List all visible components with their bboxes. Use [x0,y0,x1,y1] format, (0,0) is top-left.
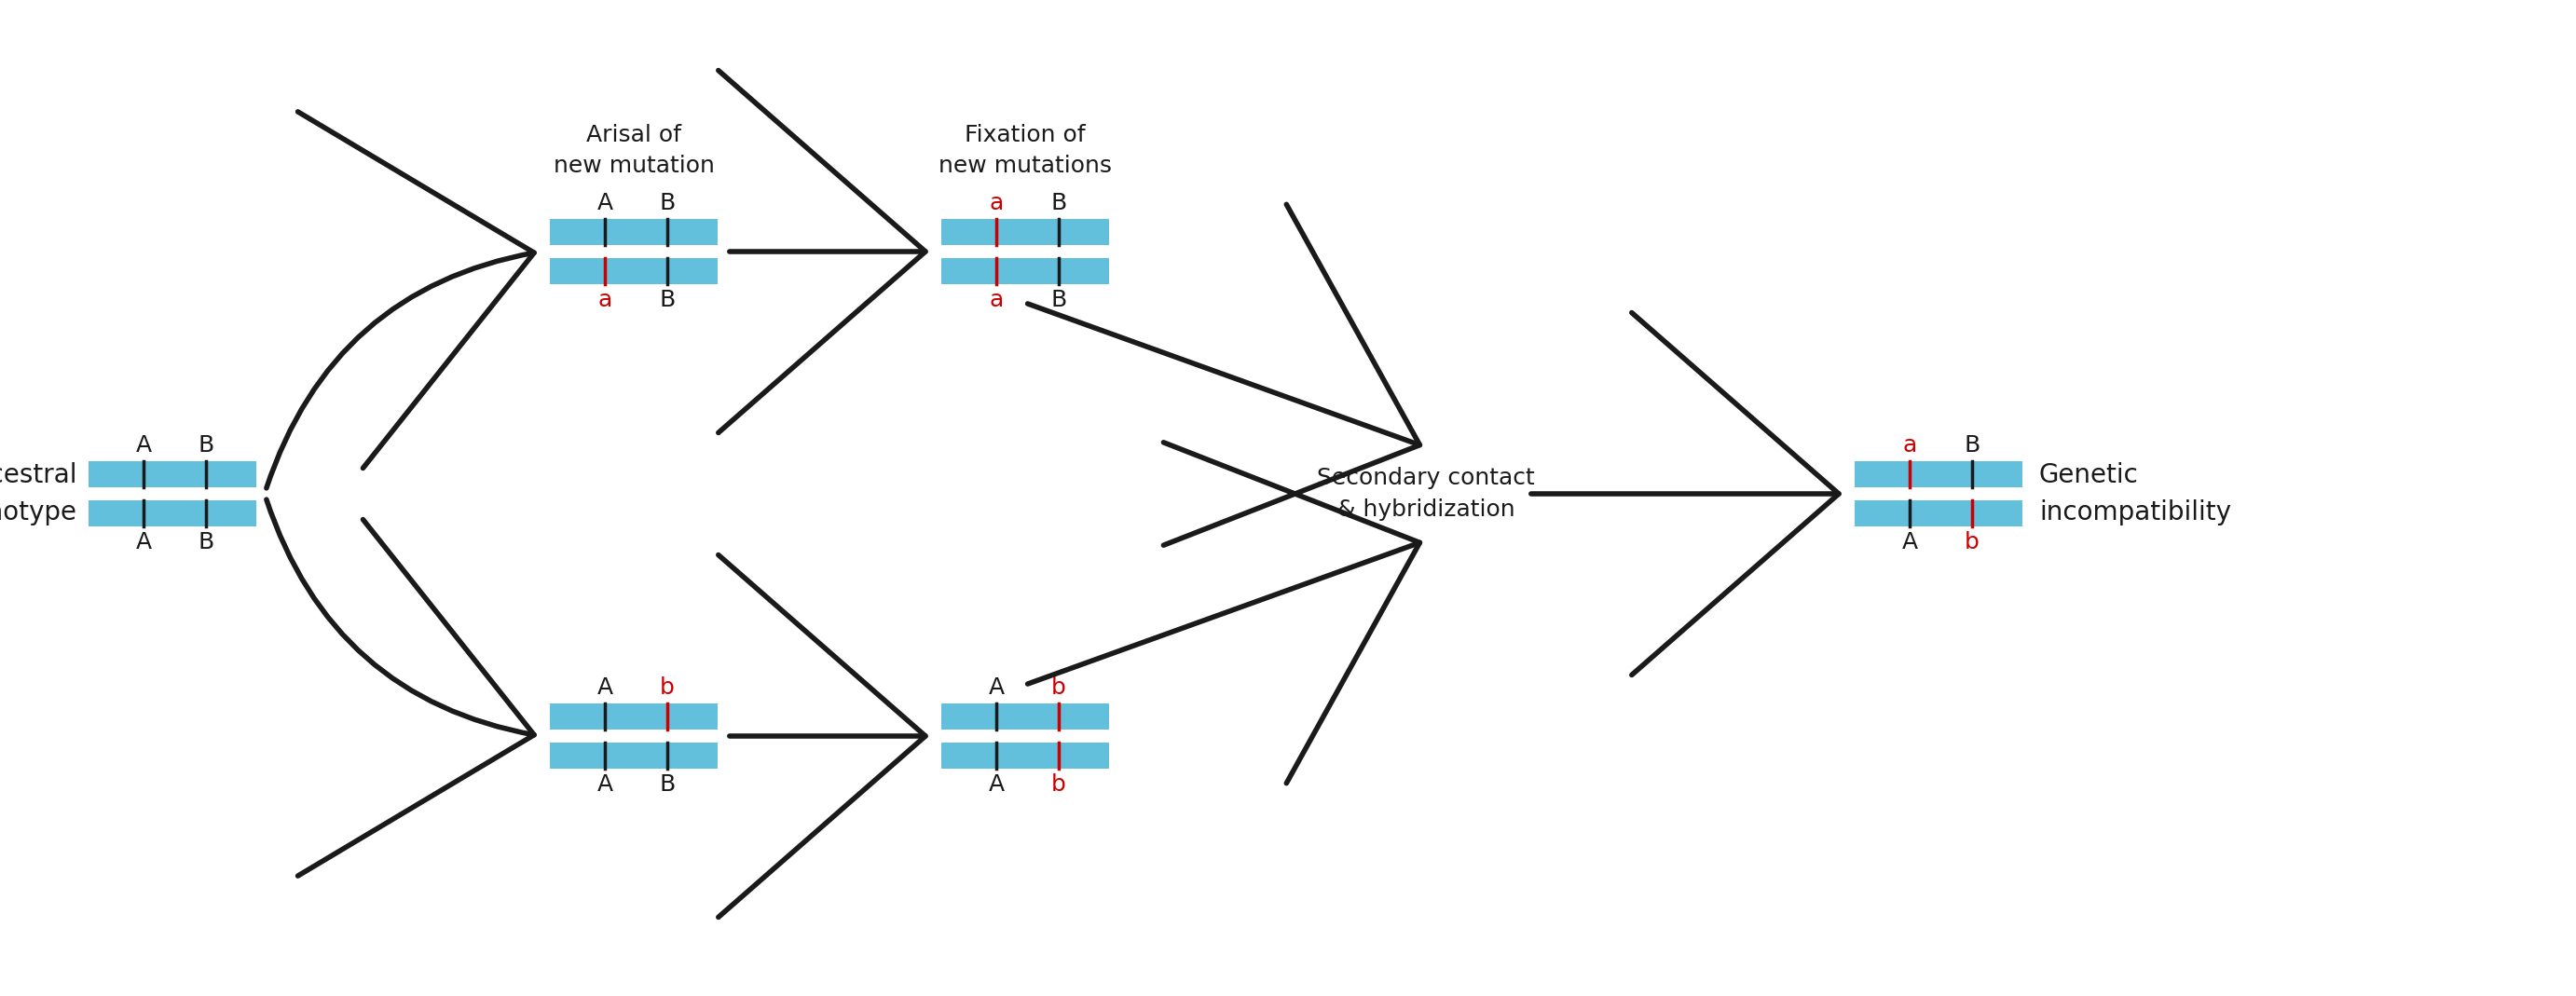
Text: Ancestral
genotype: Ancestral genotype [0,462,77,525]
Text: B: B [659,289,675,311]
Text: B: B [659,192,675,214]
Text: B: B [198,531,214,554]
Bar [549,743,719,769]
Bar [88,461,255,487]
Text: a: a [989,289,1005,311]
Text: A: A [1901,531,1919,554]
Text: Fixation of
new mutations: Fixation of new mutations [938,124,1113,177]
Text: Secondary contact
& hybridization: Secondary contact & hybridization [1316,467,1535,521]
Text: a: a [1904,434,1917,456]
Text: A: A [989,773,1005,796]
Text: A: A [598,192,613,214]
Bar [1855,500,2022,527]
Text: A: A [137,531,152,554]
Text: B: B [659,773,675,796]
Text: a: a [989,192,1005,214]
Text: A: A [137,434,152,456]
Bar [940,703,1110,729]
Text: A: A [598,676,613,699]
Text: Arisal of
new mutation: Arisal of new mutation [554,124,714,177]
Text: a: a [598,289,613,311]
Text: A: A [598,773,613,796]
Bar [549,703,719,729]
Text: B: B [1051,192,1066,214]
Text: b: b [1965,531,1978,554]
Bar [88,500,255,527]
Text: B: B [1051,289,1066,311]
Bar [940,258,1110,284]
Text: b: b [1051,676,1066,699]
Text: A: A [989,676,1005,699]
Bar [549,258,719,284]
Bar [1855,461,2022,487]
Text: b: b [659,676,675,699]
Text: b: b [1051,773,1066,796]
Bar [940,743,1110,769]
Text: Genetic
incompatibility: Genetic incompatibility [2040,462,2231,525]
Bar [549,219,719,245]
Text: B: B [198,434,214,456]
Bar [940,219,1110,245]
Text: B: B [1963,434,1981,456]
